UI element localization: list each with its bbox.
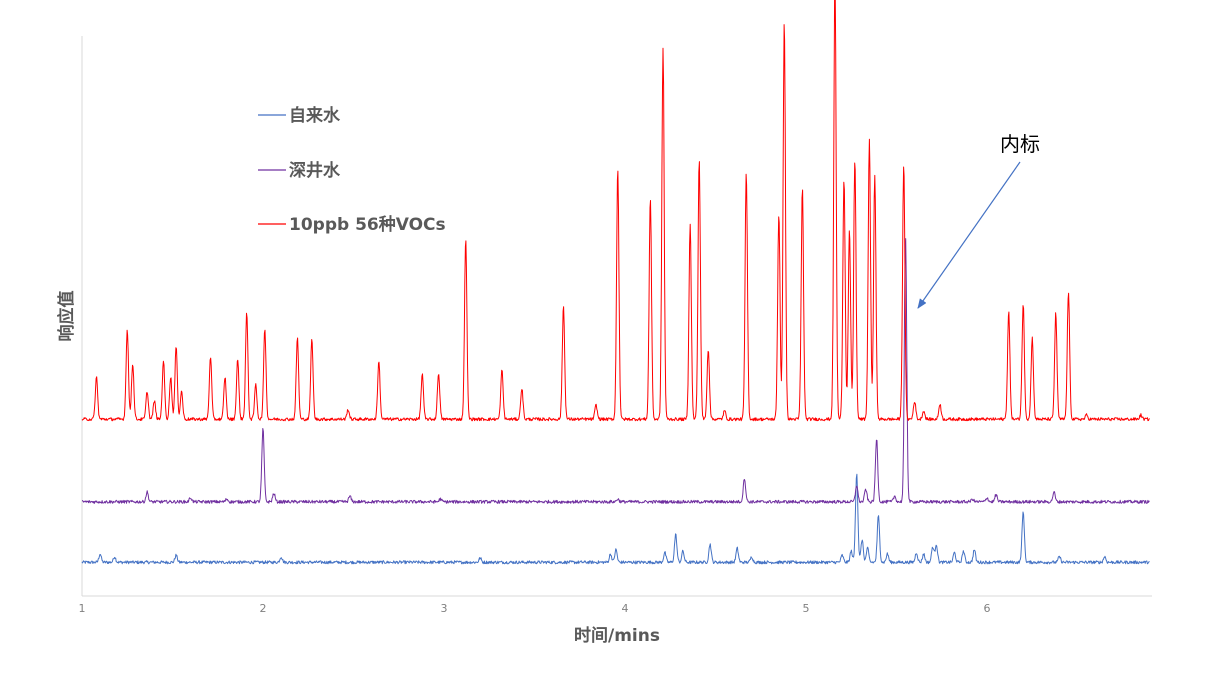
legend: 自来水 深井水 10ppb 56种VOCs: [258, 105, 446, 235]
series-lines: [81, 0, 1150, 565]
x-axis-title: 时间/mins: [574, 625, 660, 646]
x-tick-label: 2: [260, 602, 267, 615]
annotation-label: 内标: [1000, 132, 1040, 156]
x-tick-label: 1: [79, 602, 86, 615]
x-tick-label: 6: [984, 602, 991, 615]
series-line-deep-well-water: [82, 238, 1150, 504]
legend-label-tap-water: 自来水: [289, 105, 341, 126]
legend-label-voc-standard: 10ppb 56种VOCs: [289, 214, 446, 235]
x-tick-label: 4: [622, 602, 629, 615]
x-tick-labels: 1 2 3 4 5 6: [79, 602, 991, 615]
series-line-tap-water: [81, 473, 1150, 565]
legend-label-deep-well-water: 深井水: [289, 160, 341, 181]
series-line-voc-standard: [81, 0, 1150, 422]
legend-item-tap-water: 自来水: [258, 105, 341, 126]
y-axis-title: 响应值: [56, 291, 77, 342]
x-tick-label: 3: [441, 602, 448, 615]
annotation-arrow: [917, 161, 1021, 309]
legend-item-voc-standard: 10ppb 56种VOCs: [258, 214, 446, 235]
x-tick-label: 5: [803, 602, 810, 615]
legend-item-deep-well-water: 深井水: [258, 160, 341, 181]
internal-standard-annotation: 内标: [917, 132, 1040, 309]
